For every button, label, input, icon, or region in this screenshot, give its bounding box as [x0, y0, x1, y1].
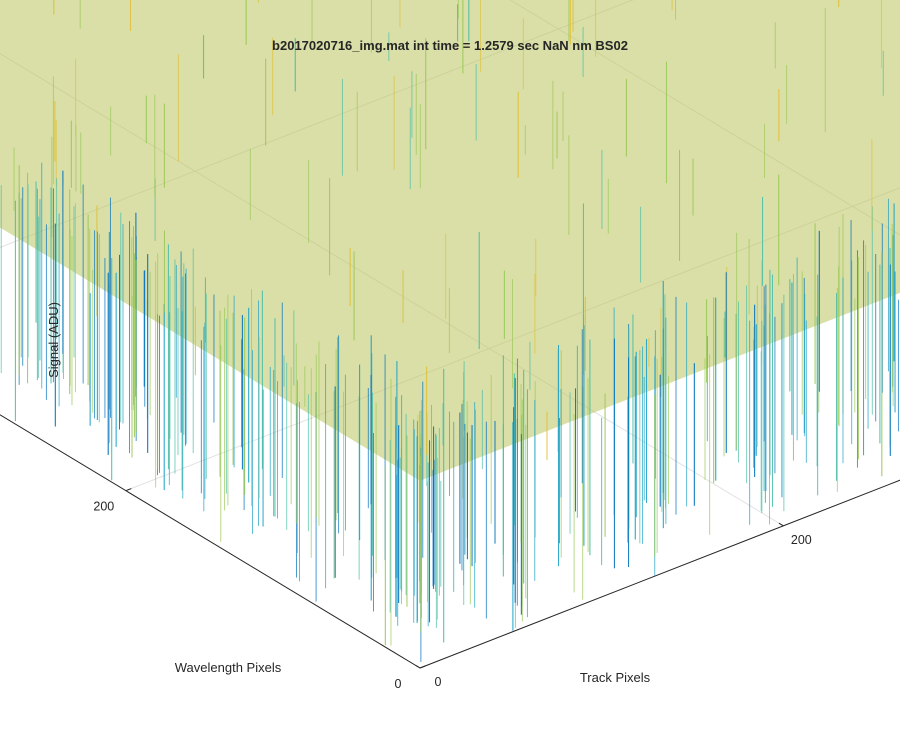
x-tick-mark: [778, 522, 784, 527]
surface-layer: [0, 0, 900, 663]
x-tick-label: 0: [435, 675, 442, 689]
y-tick-mark: [125, 488, 132, 492]
y-tick-label: 200: [93, 500, 114, 514]
tick-labels: 0200400600800100012000200400600800100012…: [93, 500, 812, 691]
y-tick-label: 0: [395, 677, 402, 691]
y-tick-mark: [419, 665, 426, 669]
x-tick-mark: [415, 664, 421, 669]
chart-title: b2017020716_img.mat int time = 1.2579 se…: [272, 38, 628, 53]
axis-layer: [0, 414, 900, 669]
y-axis-label: Wavelength Pixels: [175, 660, 282, 675]
z-axis-label: Signal (ADU): [46, 302, 61, 378]
x-tick-label: 200: [791, 533, 812, 547]
x-axis-label: Track Pixels: [580, 670, 651, 685]
